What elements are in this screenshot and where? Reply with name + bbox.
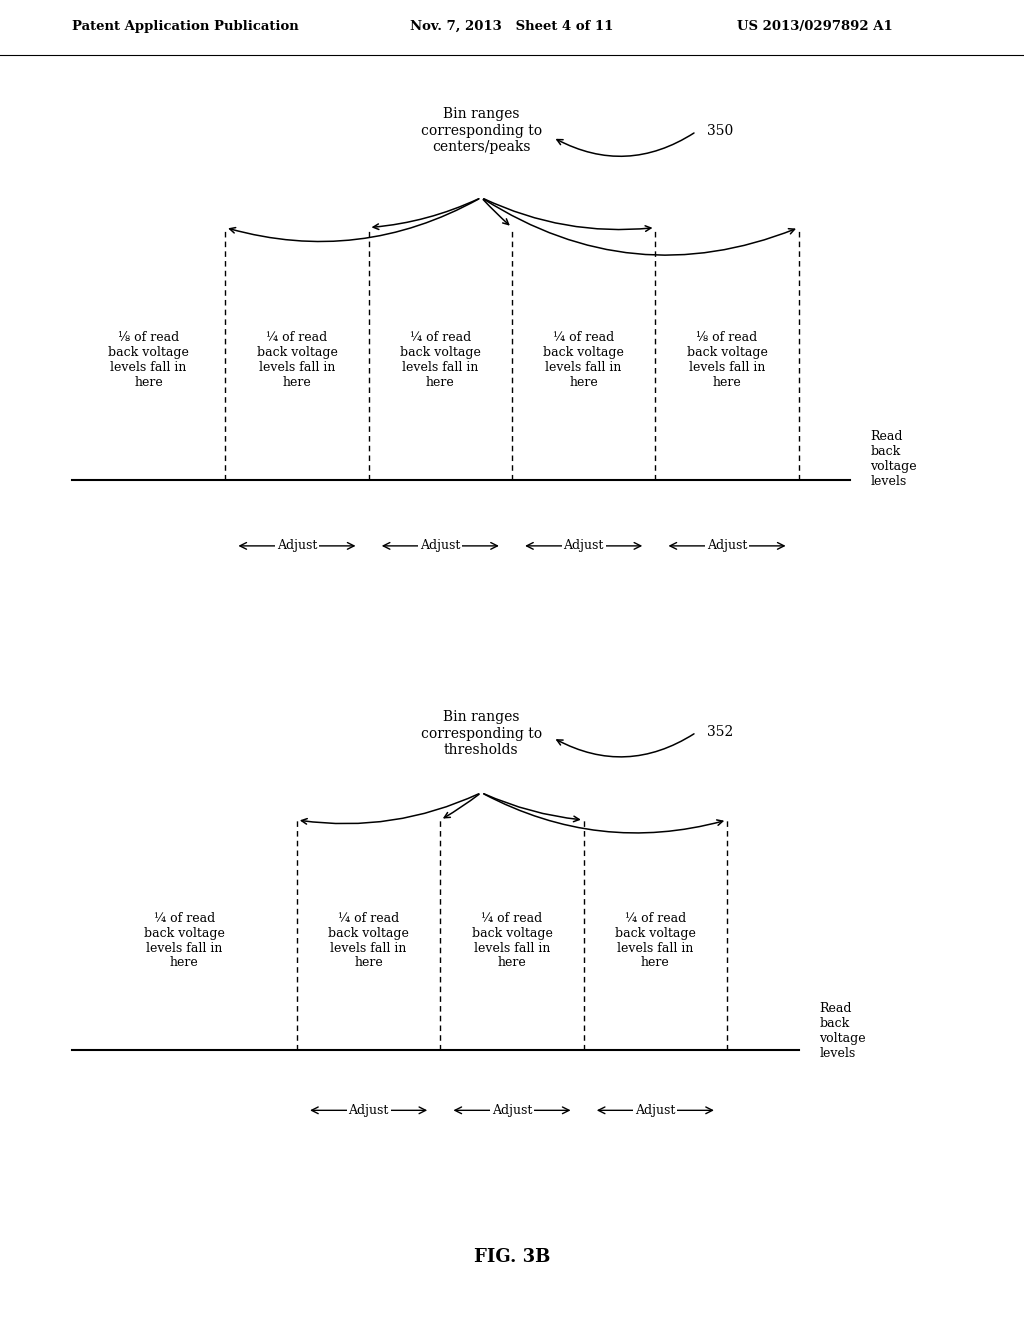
Text: ¼ of read
back voltage
levels fall in
here: ¼ of read back voltage levels fall in he… xyxy=(615,912,695,969)
Text: Adjust: Adjust xyxy=(276,540,317,552)
Text: ⅛ of read
back voltage
levels fall in
here: ⅛ of read back voltage levels fall in he… xyxy=(687,331,767,388)
Text: ¼ of read
back voltage
levels fall in
here: ¼ of read back voltage levels fall in he… xyxy=(144,912,224,969)
Text: ¼ of read
back voltage
levels fall in
here: ¼ of read back voltage levels fall in he… xyxy=(400,331,480,388)
Text: ⅛ of read
back voltage
levels fall in
here: ⅛ of read back voltage levels fall in he… xyxy=(109,331,188,388)
Text: Bin ranges
corresponding to
thresholds: Bin ranges corresponding to thresholds xyxy=(421,710,542,756)
Text: 350: 350 xyxy=(707,124,733,139)
Text: Bin ranges
corresponding to
centers/peaks: Bin ranges corresponding to centers/peak… xyxy=(421,107,542,154)
Text: Adjust: Adjust xyxy=(348,1104,389,1117)
Text: Adjust: Adjust xyxy=(707,540,748,552)
Text: ¼ of read
back voltage
levels fall in
here: ¼ of read back voltage levels fall in he… xyxy=(257,331,337,388)
Text: Read
back
voltage
levels: Read back voltage levels xyxy=(819,1002,866,1060)
Text: FIG. 3B: FIG. 3B xyxy=(474,1249,550,1266)
Text: Adjust: Adjust xyxy=(420,540,461,552)
Text: Adjust: Adjust xyxy=(563,540,604,552)
Text: Adjust: Adjust xyxy=(492,1104,532,1117)
Text: Patent Application Publication: Patent Application Publication xyxy=(72,20,298,33)
Text: Nov. 7, 2013   Sheet 4 of 11: Nov. 7, 2013 Sheet 4 of 11 xyxy=(410,20,613,33)
Text: US 2013/0297892 A1: US 2013/0297892 A1 xyxy=(737,20,893,33)
Text: Read
back
voltage
levels: Read back voltage levels xyxy=(870,430,918,488)
Text: ¼ of read
back voltage
levels fall in
here: ¼ of read back voltage levels fall in he… xyxy=(544,331,624,388)
Text: ¼ of read
back voltage
levels fall in
here: ¼ of read back voltage levels fall in he… xyxy=(329,912,409,969)
Text: Adjust: Adjust xyxy=(635,1104,676,1117)
Text: ¼ of read
back voltage
levels fall in
here: ¼ of read back voltage levels fall in he… xyxy=(472,912,552,969)
Text: 352: 352 xyxy=(707,725,733,739)
